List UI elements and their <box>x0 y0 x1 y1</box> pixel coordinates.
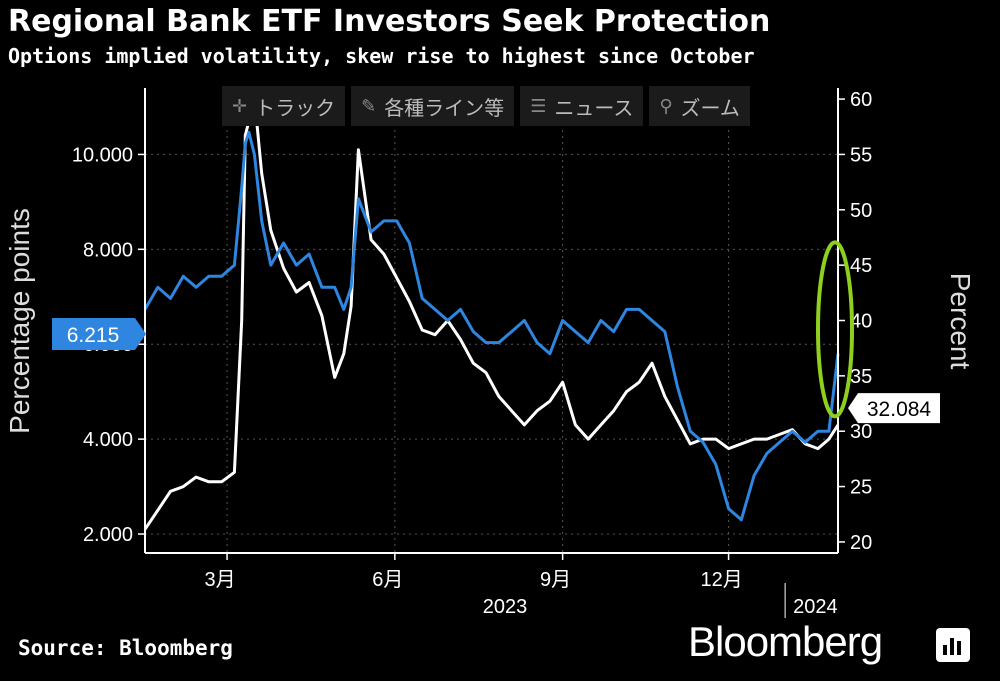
news-icon: ☰ <box>530 95 547 117</box>
right-tick-label: 45 <box>850 255 872 277</box>
toolbar-news-label: ニュース <box>554 95 634 120</box>
highlight-ellipse <box>816 240 854 419</box>
toolbar-track-button[interactable]: ✛ トラック <box>222 86 346 126</box>
right-tick-label: 35 <box>850 366 872 388</box>
chart-toolbar: ✛ トラック ✎ 各種ライン等 ☰ ニュース ⚲ ズーム <box>222 86 750 126</box>
right-tick-label: 55 <box>850 144 872 166</box>
pencil-icon: ✎ <box>361 95 377 117</box>
toolbar-lines-button[interactable]: ✎ 各種ライン等 <box>351 86 515 126</box>
brand-logo: Bloomberg <box>688 618 883 665</box>
left-tick-label: 2.000 <box>83 524 133 546</box>
right-tick-label: 25 <box>850 477 872 499</box>
magnifier-icon: ⚲ <box>659 95 673 117</box>
bloomberg-chart-icon <box>936 628 970 662</box>
crosshair-icon: ✛ <box>232 95 248 117</box>
axes: 2.0004.0006.0008.00010.00020253035404550… <box>72 88 872 618</box>
right-tick-label: 40 <box>850 311 872 333</box>
toolbar-news-button[interactable]: ☰ ニュース <box>520 86 644 126</box>
x-tick-label: 6月 <box>372 569 403 591</box>
toolbar-track-label: トラック <box>255 95 336 120</box>
bars-glyph <box>943 638 961 655</box>
chart-title: Regional Bank ETF Investors Seek Protect… <box>8 4 771 39</box>
implied-volatility-series-line <box>143 130 840 522</box>
x-tick-label: 12月 <box>700 569 742 591</box>
chart-subtitle: Options implied volatility, skew rise to… <box>8 44 755 68</box>
left-value-callout-label: 6.215 <box>67 324 120 347</box>
series-lines <box>143 96 840 531</box>
right-tick-label: 20 <box>850 532 872 554</box>
left-tick-label: 10.000 <box>72 144 133 166</box>
right-tick-label: 30 <box>850 421 872 443</box>
right-value-callout-label: 32.084 <box>867 398 932 421</box>
x-tick-label: 9月 <box>540 569 571 591</box>
gridlines <box>145 88 838 553</box>
left-tick-label: 8.000 <box>83 239 133 261</box>
year-label-2024: 2024 <box>793 596 838 618</box>
toolbar-zoom-label: ズーム <box>680 95 740 120</box>
left-tick-label: 4.000 <box>83 429 133 451</box>
year-label-2023: 2023 <box>483 596 528 618</box>
right-tick-label: 50 <box>850 200 872 222</box>
source-note: Source: Bloomberg <box>18 636 233 660</box>
value-callouts: 6.215 32.084 <box>52 240 940 424</box>
toolbar-lines-label: 各種ライン等 <box>384 95 505 120</box>
right-value-callout-box <box>848 393 940 424</box>
x-tick-label: 3月 <box>205 569 236 591</box>
left-value-callout-box <box>52 318 146 351</box>
right-tick-label: 60 <box>850 89 872 111</box>
skew-series-line <box>143 96 840 531</box>
toolbar-zoom-button[interactable]: ⚲ ズーム <box>649 86 750 126</box>
